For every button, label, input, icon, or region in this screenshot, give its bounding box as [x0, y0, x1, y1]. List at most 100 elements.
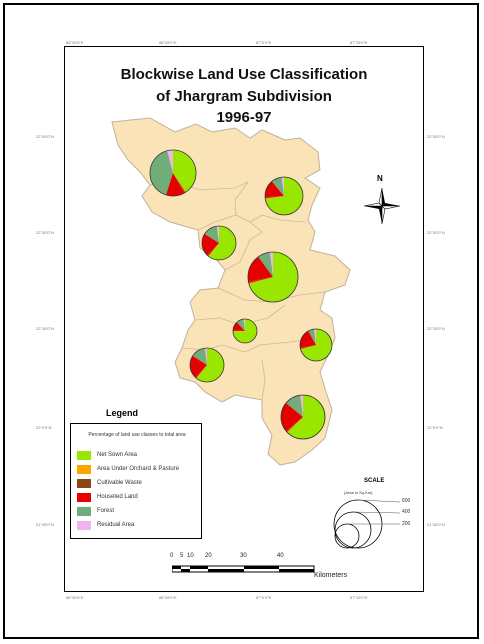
map-frame — [3, 3, 479, 639]
coord-right-1: 22°45'0"N — [427, 134, 445, 139]
pie-slice-orchard — [300, 345, 316, 350]
pie-slice-forest — [258, 252, 273, 277]
coord-left-5: 21°45'0"N — [36, 522, 54, 527]
pie-slice-orchard — [173, 173, 187, 193]
swatch-forest — [77, 506, 91, 516]
pie-outline — [264, 176, 304, 216]
pie-slice-forest — [286, 395, 303, 417]
legend-box: Percentage of land use classes to total … — [70, 423, 202, 539]
scale-value-400: 400 — [402, 509, 411, 515]
coord-left-4: 22°0'0"N — [36, 425, 52, 430]
pie-slice-housed — [202, 233, 219, 256]
km-scale-bar — [172, 565, 315, 573]
pie-slice-housed — [190, 355, 207, 378]
north-label: N — [377, 174, 383, 183]
pie-0 — [149, 149, 197, 197]
pie-slice-waste — [248, 277, 273, 284]
scale-subtitle: (Area in Sq.Km) — [344, 490, 373, 495]
coord-top-1: 86°30'0"E — [66, 40, 84, 45]
pie-outline — [189, 347, 225, 383]
pie-outline — [201, 225, 237, 261]
scale-value-600: 600 — [402, 498, 411, 504]
map-title-line-2: of Jhargram Subdivision — [156, 88, 332, 105]
coord-left-3: 22°15'0"N — [36, 326, 54, 331]
legend-label: Houseted Land — [97, 494, 138, 500]
legend-label: Forest — [97, 508, 115, 514]
pie-slice-net-sown — [287, 395, 325, 440]
legend-title: Legend — [106, 408, 139, 418]
pie-slice-orchard — [233, 331, 245, 332]
pie-slice-orchard — [286, 417, 303, 434]
pie-slice-waste — [300, 345, 316, 349]
pie-slice-waste — [233, 330, 245, 331]
legend-item-orchard: Area Under Orchard & Pasture — [77, 464, 179, 474]
pie-slice-orchard — [196, 365, 207, 379]
pie-slice-residual — [204, 348, 207, 365]
coord-left-1: 22°45'0"N — [36, 134, 54, 139]
legend-label: Cultivable Waste — [97, 480, 142, 486]
swatch-housed — [77, 492, 91, 502]
map-title-line-1: Blockwise Land Use Classification — [120, 66, 368, 83]
coord-top-3: 87°0'0"E — [256, 40, 272, 45]
legend-item-net-sown: Net Sown Area — [77, 450, 137, 460]
pie-slice-forest — [236, 319, 245, 331]
legend-item-residual: Residual Area — [77, 520, 134, 530]
legend-label: Net Sown Area — [97, 452, 138, 458]
swatch-orchard — [77, 464, 91, 474]
block-boundary-3 — [197, 214, 237, 231]
pie-slice-residual — [281, 177, 284, 196]
legend-item-waste: Cultivable Waste — [77, 478, 142, 488]
pie-7 — [280, 394, 326, 440]
pie-slice-residual — [167, 150, 173, 173]
pie-slice-waste — [195, 365, 207, 379]
coord-left-2: 22°30'0"N — [36, 230, 54, 235]
pie-2 — [201, 225, 237, 261]
pie-slice-net-sown — [233, 319, 257, 343]
coord-bottom-4: 87°15'0"E — [350, 595, 368, 600]
km-tick-10: 10 — [187, 553, 194, 559]
km-tick-20: 20 — [205, 553, 212, 559]
pie-5 — [299, 328, 333, 362]
pie-slice-housed — [265, 181, 284, 198]
coord-top-4: 87°15'0"E — [350, 40, 368, 45]
pie-slice-residual — [243, 319, 245, 331]
coord-top-2: 86°45'0"E — [159, 40, 177, 45]
km-tick-0: 0 — [170, 553, 174, 559]
pie-slice-housed — [165, 173, 185, 196]
coord-right-3: 22°15'0"N — [427, 326, 445, 331]
coord-right-4: 22°0'0"N — [427, 425, 443, 430]
size-scale-circles — [333, 499, 401, 549]
pie-slice-housed — [281, 402, 303, 432]
pie-slice-orchard — [208, 243, 219, 257]
pie-slice-residual — [216, 226, 219, 243]
pie-slice-forest — [308, 329, 316, 345]
north-arrow-icon — [363, 187, 401, 225]
pie-slice-housed — [233, 322, 245, 331]
pie-slice-forest — [271, 177, 284, 196]
swatch-waste — [77, 478, 91, 488]
pie-slice-waste — [173, 173, 186, 194]
pie-outline — [299, 328, 333, 362]
pie-slice-waste — [286, 417, 303, 433]
pie-4 — [232, 318, 258, 344]
km-tick-5: 5 — [180, 553, 184, 559]
pie-slice-orchard — [265, 196, 284, 200]
coord-right-5: 21°45'0"N — [427, 522, 445, 527]
km-tick-40: 40 — [277, 553, 284, 559]
coord-bottom-1: 86°30'0"E — [66, 595, 84, 600]
legend-heading: Percentage of land use classes to total … — [88, 432, 186, 438]
legend-label: Residual Area — [97, 522, 135, 528]
swatch-net-sown — [77, 450, 91, 460]
pie-outline — [232, 318, 258, 344]
map-title-line-3: 1996-97 — [216, 109, 272, 126]
pie-slice-residual — [269, 252, 273, 277]
pie-outline — [280, 394, 326, 440]
pie-slice-net-sown — [249, 252, 298, 302]
pie-3 — [247, 251, 299, 303]
pie-slice-housed — [248, 256, 273, 282]
coord-bottom-2: 86°45'0"E — [159, 595, 177, 600]
km-unit-label: Kilometers — [314, 572, 348, 579]
pie-slice-housed — [300, 330, 316, 348]
pie-slice-net-sown — [197, 348, 224, 382]
km-tick-30: 30 — [240, 553, 247, 559]
